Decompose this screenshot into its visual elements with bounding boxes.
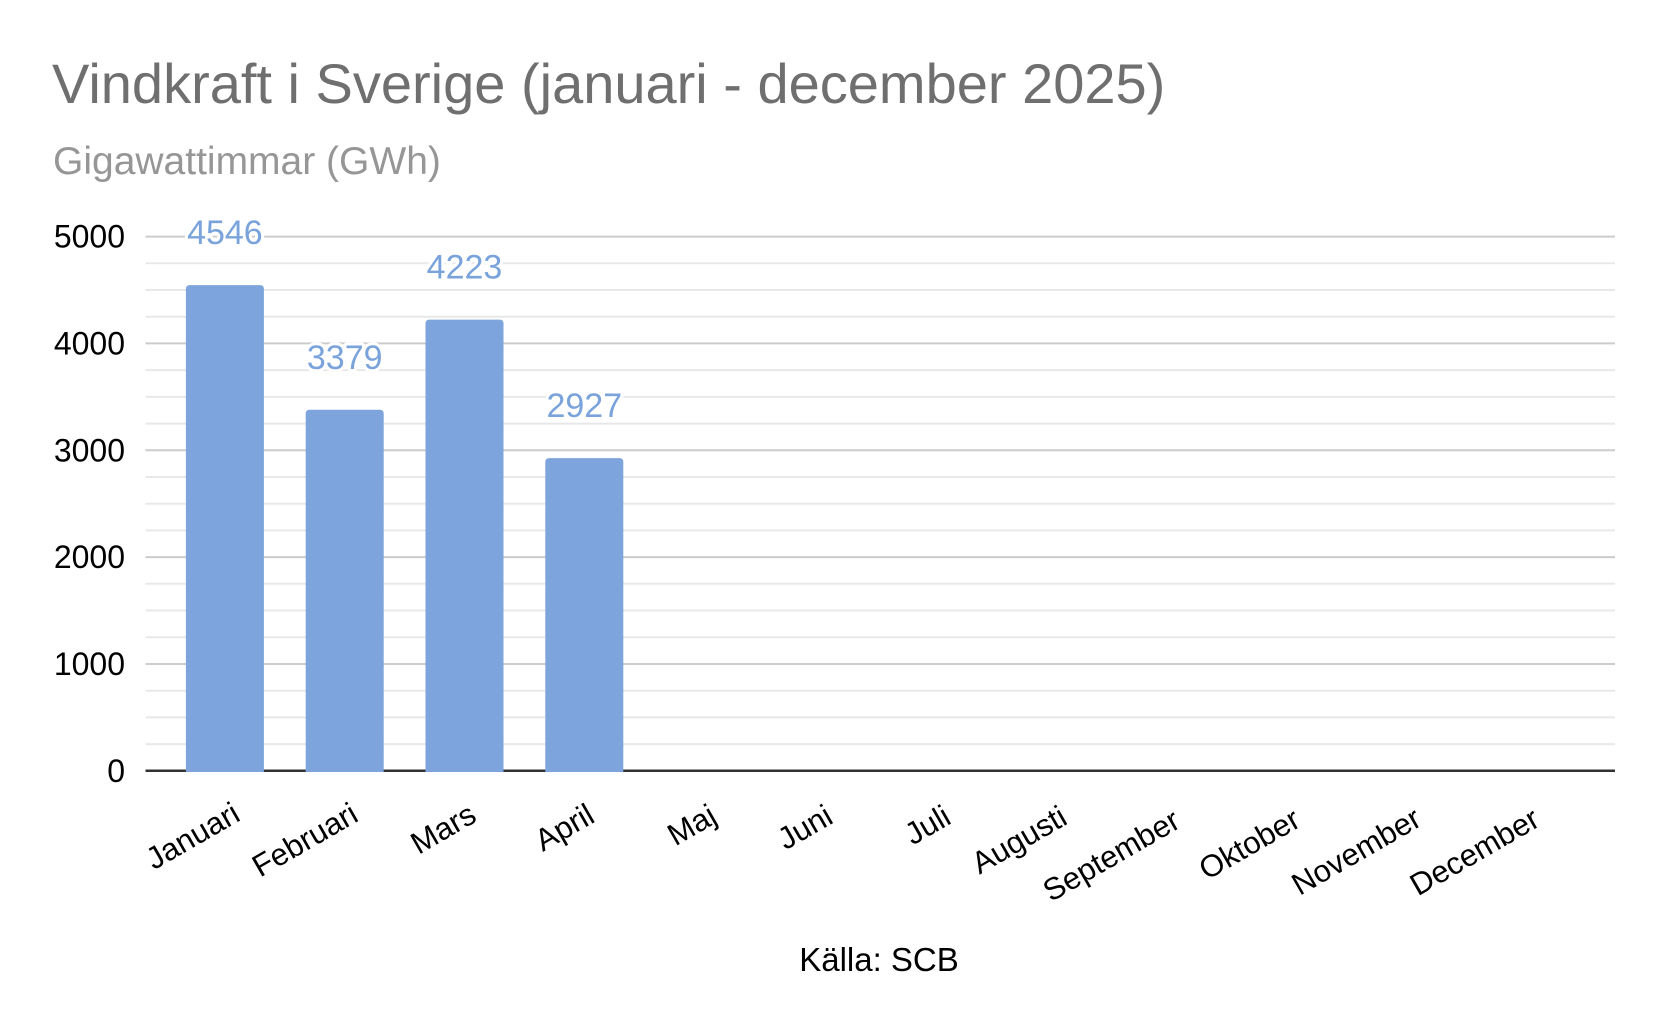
svg-text:3000: 3000 [54,432,125,468]
svg-text:1000: 1000 [54,646,125,682]
svg-text:Vindkraft i Sverige (januari -: Vindkraft i Sverige (januari - december … [52,52,1165,115]
svg-text:2000: 2000 [54,539,125,575]
svg-text:2927: 2927 [546,387,622,425]
svg-text:4223: 4223 [427,249,503,287]
svg-text:5000: 5000 [54,219,125,255]
svg-text:3379: 3379 [307,339,383,377]
svg-text:4000: 4000 [54,325,125,361]
svg-text:Gigawattimmar (GWh): Gigawattimmar (GWh) [53,140,441,183]
svg-text:0: 0 [107,753,125,789]
svg-text:Källa: SCB: Källa: SCB [799,941,959,978]
svg-text:4546: 4546 [187,214,263,252]
